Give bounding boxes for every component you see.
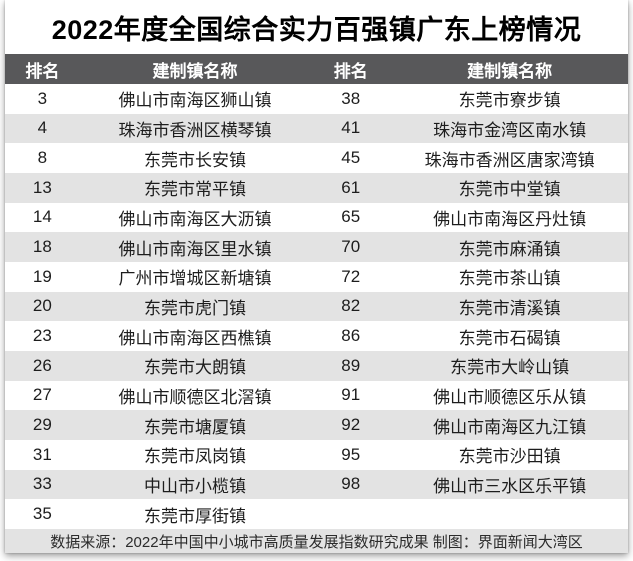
rank-cell: 65 <box>341 207 361 227</box>
table-body: 3 佛山市南海区狮山镇 38 东莞市寮步镇 4 珠海市香洲区横琴镇 41 珠海市金湾区南水镇 8… <box>5 84 628 529</box>
town-name-cell: 东莞市麻涌镇 <box>458 239 561 259</box>
rank-cell: 86 <box>341 326 361 346</box>
table-row: 35 东莞市厚街镇 <box>5 499 628 529</box>
town-name-cell: 珠海市金湾区南水镇 <box>433 120 587 140</box>
town-name-cell: 东莞市中堂镇 <box>458 180 561 200</box>
rank-cell: 70 <box>341 237 361 257</box>
rank-cell: 8 <box>37 148 48 168</box>
town-name-cell: 佛山市南海区丹灶镇 <box>433 209 587 229</box>
town-name-cell: 佛山市南海区西樵镇 <box>118 328 272 348</box>
town-name-cell: 中山市小榄镇 <box>144 476 246 496</box>
table-row: 33 中山市小榄镇 98 佛山市三水区乐平镇 <box>5 469 628 500</box>
rank-cell: 45 <box>341 148 361 168</box>
rank-cell: 61 <box>341 177 361 197</box>
rank-cell: 38 <box>341 88 361 108</box>
town-name-cell: 东莞市寮步镇 <box>458 91 561 111</box>
town-name-cell: 东莞市凤岗镇 <box>144 447 246 467</box>
table-row: 26 东莞市大朗镇 89 东莞市大岭山镇 <box>5 350 628 381</box>
table-header-row: 排名 建制镇名称 排名 建制镇名称 <box>5 54 628 84</box>
rank-cell: 72 <box>341 266 361 286</box>
table-row: 8 东莞市长安镇 45 珠海市香洲区唐家湾镇 <box>5 143 628 173</box>
rank-cell <box>310 499 391 529</box>
rank-cell: 35 <box>32 504 52 524</box>
rank-cell: 19 <box>32 266 52 286</box>
footer-bar: 数据来源：2022年中国中小城市高质量发展指数研究成果 制图：界面新闻大湾区 <box>5 529 628 553</box>
table-row: 29 东莞市塘厦镇 92 佛山市南海区九江镇 <box>5 410 628 440</box>
table-row: 31 东莞市凤岗镇 95 东莞市沙田镇 <box>5 440 628 470</box>
page-title: 2022年度全国综合实力百强镇广东上榜情况 <box>51 14 582 45</box>
town-name-cell: 佛山市南海区里水镇 <box>118 239 272 259</box>
rank-cell: 31 <box>32 444 52 464</box>
town-name-cell: 佛山市南海区九江镇 <box>433 417 587 437</box>
rank-cell: 23 <box>32 326 52 346</box>
column-header-town-left: 建制镇名称 <box>79 54 311 84</box>
column-header-rank-right: 排名 <box>310 54 392 84</box>
rank-cell: 3 <box>37 88 48 108</box>
town-name-cell: 东莞市塘厦镇 <box>144 417 246 437</box>
rank-cell: 20 <box>32 296 52 316</box>
rank-cell: 89 <box>341 355 361 375</box>
town-name-cell: 佛山市南海区大沥镇 <box>118 209 272 229</box>
town-name-cell: 东莞市清溪镇 <box>458 298 561 318</box>
ranking-table: 排名 建制镇名称 排名 建制镇名称 3 佛山市南海区狮山镇 38 东莞市寮步镇 4 珠海市… <box>5 54 628 529</box>
town-name-cell: 佛山市南海区狮山镇 <box>118 91 272 111</box>
rank-cell: 26 <box>32 355 52 375</box>
rank-cell: 98 <box>341 474 361 494</box>
town-name-cell: 佛山市三水区乐平镇 <box>433 476 587 496</box>
town-name-cell: 东莞市常平镇 <box>144 180 246 200</box>
rank-cell: 95 <box>341 444 361 464</box>
rank-cell: 13 <box>32 177 52 197</box>
title-bar: 2022年度全国综合实力百强镇广东上榜情况 <box>5 0 628 54</box>
rank-cell: 33 <box>32 474 52 494</box>
town-name-cell: 东莞市茶山镇 <box>458 269 561 289</box>
town-name-cell: 珠海市香洲区唐家湾镇 <box>424 150 595 170</box>
table-row: 19 广州市增城区新塘镇 72 东莞市茶山镇 <box>5 262 628 292</box>
table-row: 27 佛山市顺德区北滘镇 91 佛山市顺德区乐从镇 <box>5 381 628 411</box>
rank-cell: 92 <box>341 415 361 435</box>
rank-cell: 27 <box>32 385 52 405</box>
town-name-cell <box>391 499 628 529</box>
infographic-card: 2022年度全国综合实力百强镇广东上榜情况 排名 建制镇名称 排名 建制镇名称 … <box>5 0 628 553</box>
table-row: 23 佛山市南海区西樵镇 86 东莞市石碣镇 <box>5 321 628 351</box>
column-header-rank-left: 排名 <box>5 54 80 84</box>
rank-cell: 14 <box>32 207 52 227</box>
town-name-cell: 东莞市大朗镇 <box>144 358 246 378</box>
rank-cell: 82 <box>341 296 361 316</box>
rank-cell: 41 <box>341 118 361 138</box>
town-name-cell: 东莞市长安镇 <box>144 150 246 170</box>
rank-cell: 29 <box>32 415 52 435</box>
town-name-cell: 东莞市大岭山镇 <box>450 358 570 378</box>
town-name-cell: 东莞市沙田镇 <box>458 447 561 467</box>
rank-cell: 91 <box>341 385 361 405</box>
rank-cell: 4 <box>37 118 48 138</box>
table-row: 4 珠海市香洲区横琴镇 41 珠海市金湾区南水镇 <box>5 113 628 144</box>
town-name-cell: 东莞市虎门镇 <box>144 298 246 318</box>
town-name-cell: 广州市增城区新塘镇 <box>118 269 272 289</box>
town-name-cell: 佛山市顺德区北滘镇 <box>118 387 272 407</box>
town-name-cell: 东莞市石碣镇 <box>458 328 561 348</box>
table-row: 14 佛山市南海区大沥镇 65 佛山市南海区丹灶镇 <box>5 203 628 233</box>
column-header-town-right: 建制镇名称 <box>391 54 628 84</box>
source-note: 数据来源：2022年中国中小城市高质量发展指数研究成果 制图：界面新闻大湾区 <box>50 533 583 551</box>
table-row: 13 东莞市常平镇 61 东莞市中堂镇 <box>5 172 628 203</box>
table-row: 18 佛山市南海区里水镇 70 东莞市麻涌镇 <box>5 232 628 262</box>
table-row: 3 佛山市南海区狮山镇 38 东莞市寮步镇 <box>5 84 628 114</box>
town-name-cell: 佛山市顺德区乐从镇 <box>433 387 587 407</box>
town-name-cell: 东莞市厚街镇 <box>144 506 246 526</box>
town-name-cell: 珠海市香洲区横琴镇 <box>118 120 272 140</box>
table-row: 20 东莞市虎门镇 82 东莞市清溪镇 <box>5 291 628 322</box>
rank-cell: 18 <box>32 237 52 257</box>
ranking-table-wrapper: 排名 建制镇名称 排名 建制镇名称 3 佛山市南海区狮山镇 38 东莞市寮步镇 4 珠海市… <box>5 54 628 529</box>
